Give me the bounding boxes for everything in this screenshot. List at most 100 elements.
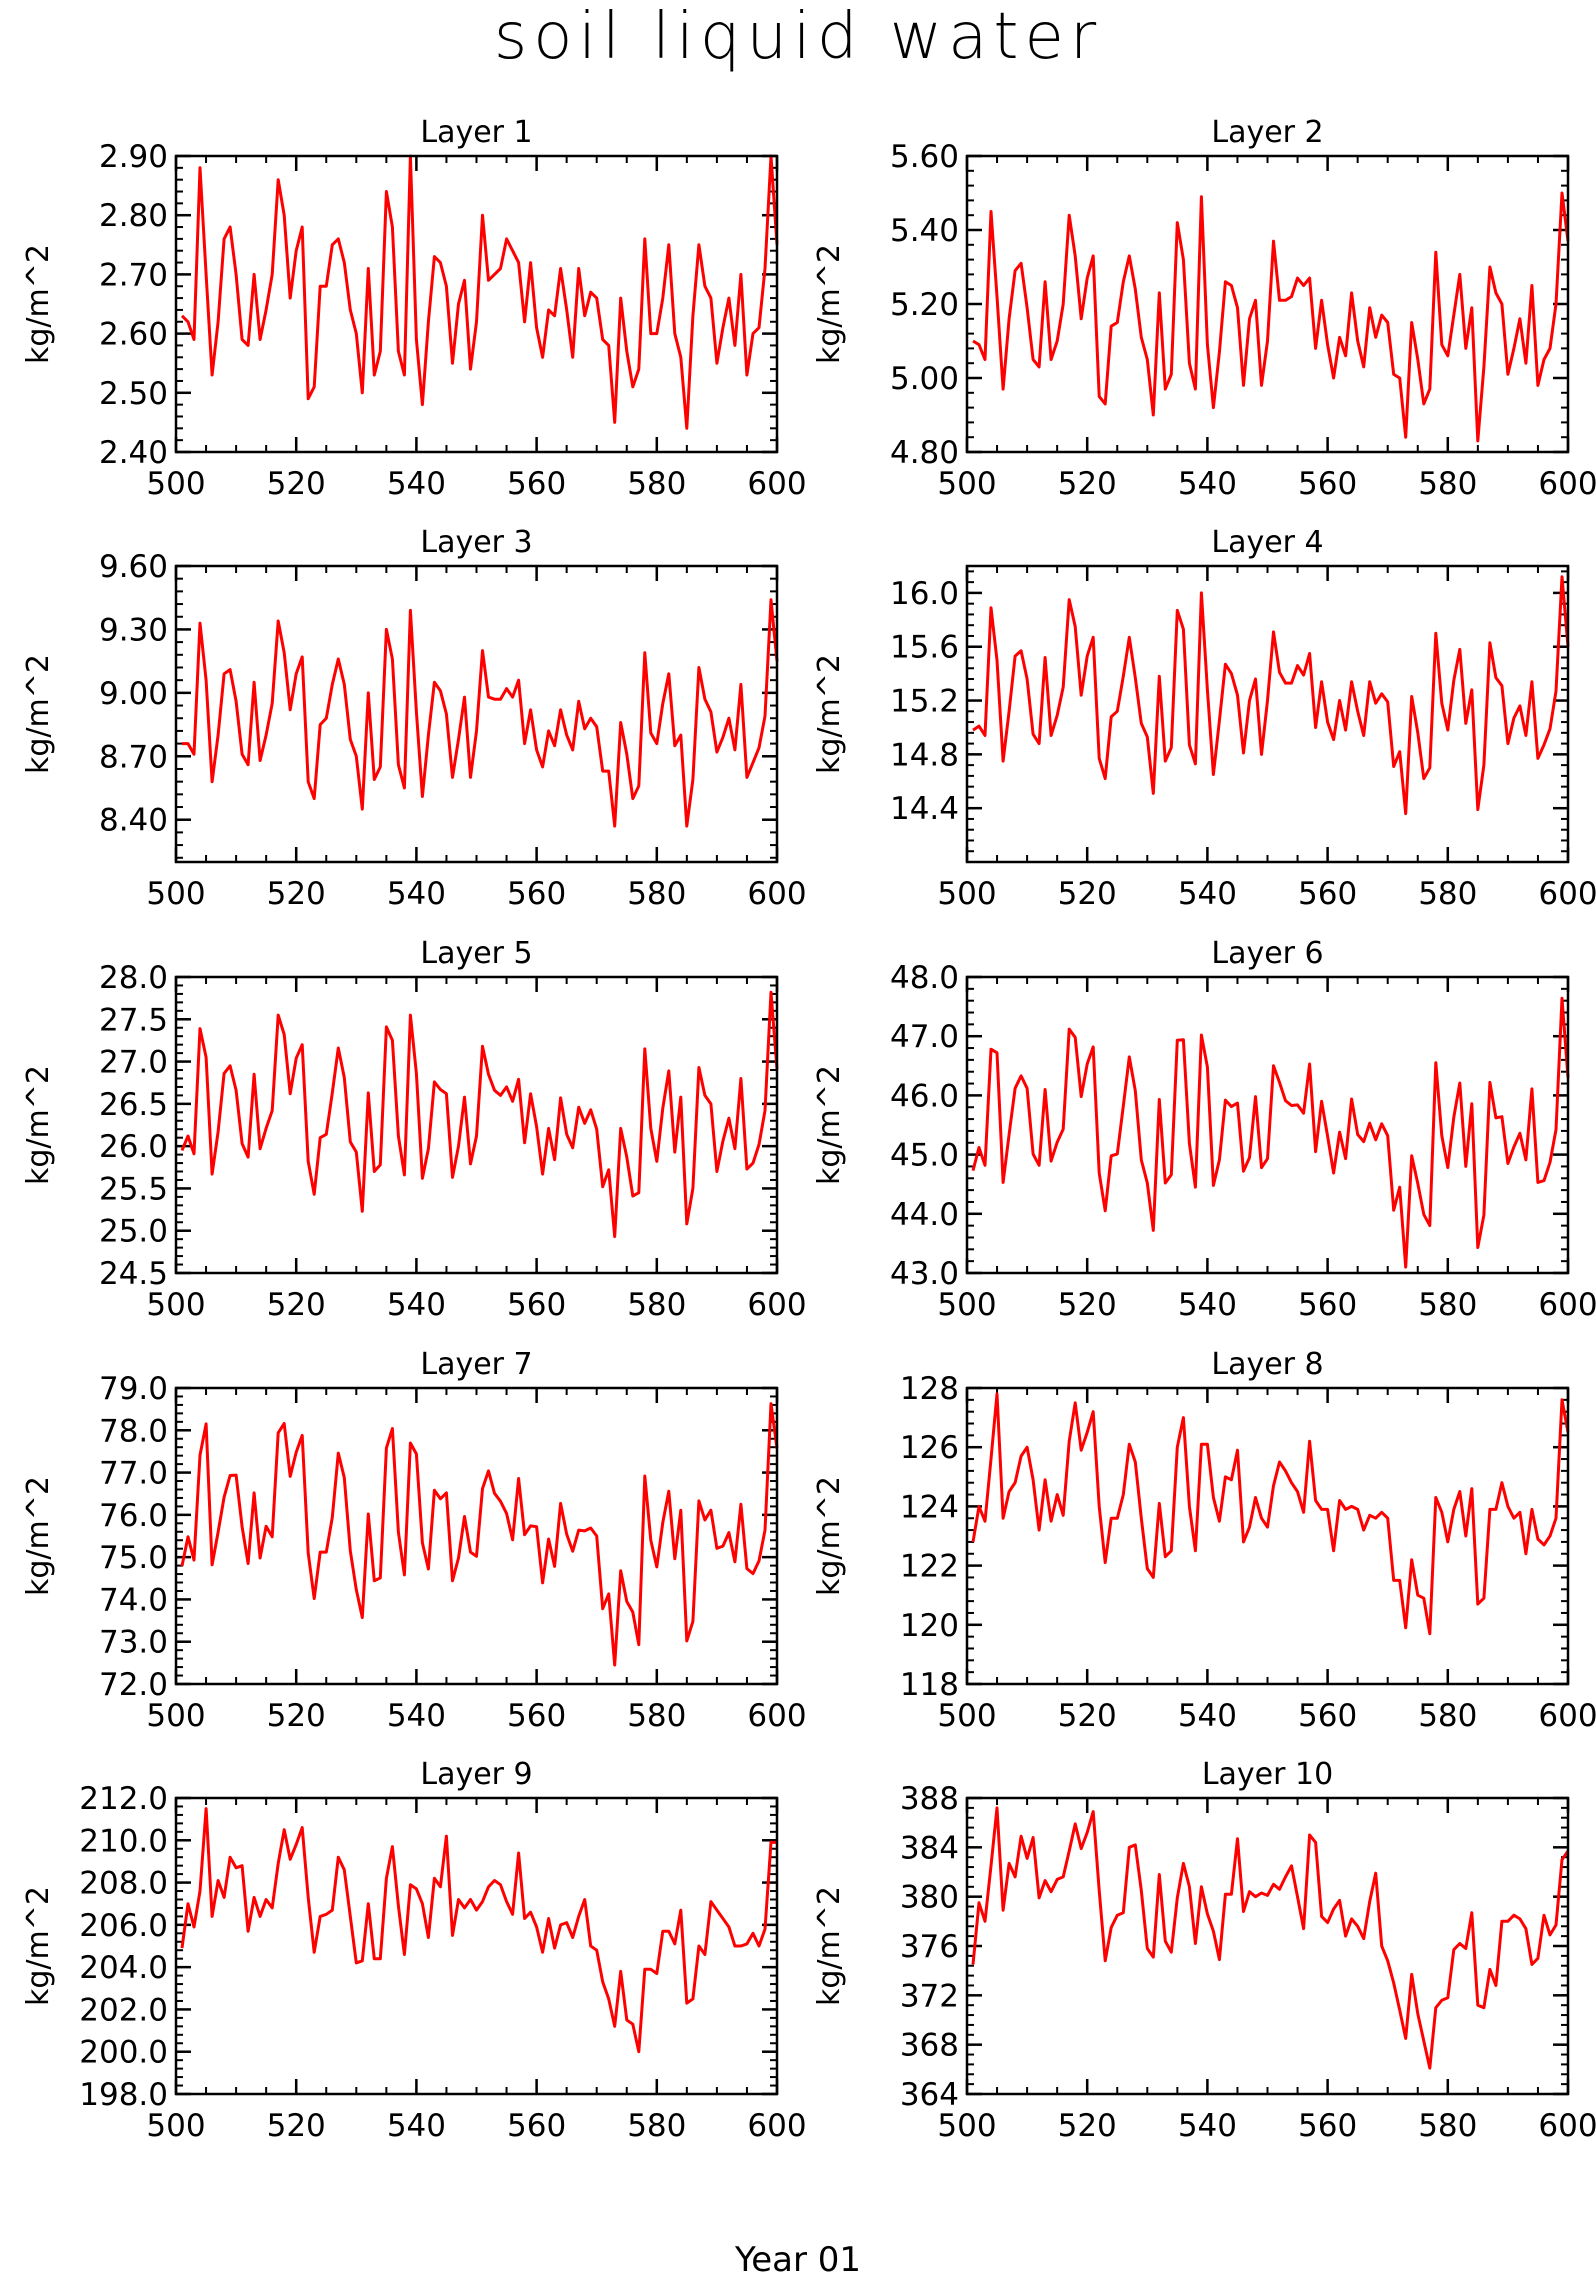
y-tick-label: 126 xyxy=(900,1430,959,1466)
x-tick-label: 600 xyxy=(747,466,806,502)
x-tick-label: 600 xyxy=(1538,466,1596,502)
plot-frame xyxy=(965,1386,1570,1686)
y-tick-label: 364 xyxy=(900,2077,959,2113)
plot-frame xyxy=(174,154,779,454)
x-tick-label: 500 xyxy=(146,2108,205,2144)
y-tick-label: 72.0 xyxy=(99,1667,168,1703)
chart-panel-10: Layer 10 kg/m^2 500 520 540 560 580 600 364 368 37… xyxy=(812,1757,1596,2144)
x-tick-label: 600 xyxy=(747,1287,806,1323)
y-tick-label: 76.0 xyxy=(99,1498,168,1534)
figure-title: soil liquid water xyxy=(493,0,1103,74)
y-tick-label: 9.60 xyxy=(99,549,168,585)
y-axis-label: kg/m^2 xyxy=(812,244,847,364)
x-tick-label: 500 xyxy=(937,466,996,502)
chart-panel-4: Layer 4 kg/m^2 500 520 540 560 580 600 14.4 14.8 1… xyxy=(812,525,1596,912)
y-tick-label: 4.80 xyxy=(890,435,959,471)
y-tick-label: 43.0 xyxy=(890,1256,959,1292)
x-tick-label: 540 xyxy=(387,466,446,502)
y-tick-label: 8.40 xyxy=(99,803,168,839)
y-tick-label: 26.5 xyxy=(99,1087,168,1123)
y-tick-label: 9.30 xyxy=(99,612,168,648)
x-tick-label: 600 xyxy=(747,2108,806,2144)
plot-frame xyxy=(174,975,779,1275)
x-tick-label: 520 xyxy=(267,876,326,912)
x-tick-label: 600 xyxy=(1538,1698,1596,1734)
y-tick-label: 75.0 xyxy=(99,1540,168,1576)
y-tick-label: 46.0 xyxy=(890,1078,959,1114)
y-axis-label: kg/m^2 xyxy=(812,1065,847,1185)
panel-title: Layer 8 xyxy=(1211,1347,1323,1382)
y-tick-label: 120 xyxy=(900,1608,959,1644)
series-line-1 xyxy=(182,598,779,828)
y-tick-label: 79.0 xyxy=(99,1371,168,1407)
y-tick-label: 27.0 xyxy=(99,1045,168,1081)
x-tick-label: 540 xyxy=(1178,466,1237,502)
y-tick-label: 26.0 xyxy=(99,1129,168,1165)
series-line-1 xyxy=(180,1402,779,1667)
y-axis-label: kg/m^2 xyxy=(21,1065,56,1185)
series-line-1 xyxy=(972,191,1570,443)
y-tick-label: 24.5 xyxy=(99,1256,168,1292)
y-tick-label: 200.0 xyxy=(79,2035,168,2071)
x-tick-label: 560 xyxy=(1298,876,1357,912)
x-tick-label: 600 xyxy=(747,876,806,912)
panel-title: Layer 3 xyxy=(420,525,532,560)
x-tick-label: 600 xyxy=(1538,876,1596,912)
panel-title: Layer 4 xyxy=(1211,525,1323,560)
x-tick-label: 540 xyxy=(387,876,446,912)
x-tick-label: 500 xyxy=(937,2108,996,2144)
plot-frame xyxy=(965,564,1570,864)
y-tick-label: 210.0 xyxy=(79,1823,168,1859)
y-tick-label: 2.60 xyxy=(99,317,168,353)
x-tick-label: 580 xyxy=(627,1287,686,1323)
y-tick-label: 8.70 xyxy=(99,739,168,775)
y-tick-label: 124 xyxy=(900,1489,959,1525)
x-tick-label: 560 xyxy=(1298,1287,1357,1323)
x-tick-label: 560 xyxy=(1298,466,1357,502)
y-axis-label: kg/m^2 xyxy=(812,1886,847,2006)
x-tick-label: 540 xyxy=(387,2108,446,2144)
x-tick-label: 580 xyxy=(1418,876,1477,912)
x-tick-label: 500 xyxy=(146,1287,205,1323)
y-axis-label: kg/m^2 xyxy=(21,1476,56,1596)
x-tick-label: 500 xyxy=(146,1698,205,1734)
x-tick-label: 520 xyxy=(267,466,326,502)
chart-panel-6: Layer 6 kg/m^2 500 520 540 560 580 600 43.0 44.0 4… xyxy=(812,936,1596,1323)
y-tick-label: 45.0 xyxy=(890,1138,959,1174)
y-tick-label: 208.0 xyxy=(79,1866,168,1902)
x-tick-label: 600 xyxy=(747,1698,806,1734)
x-tick-label: 500 xyxy=(146,876,205,912)
y-tick-label: 2.90 xyxy=(99,139,168,175)
y-tick-label: 14.8 xyxy=(890,737,959,773)
y-tick-label: 5.20 xyxy=(890,287,959,323)
y-tick-label: 2.80 xyxy=(99,198,168,234)
panel-title: Layer 10 xyxy=(1202,1757,1333,1792)
y-tick-label: 2.50 xyxy=(99,376,168,412)
y-axis-label: kg/m^2 xyxy=(21,654,56,774)
x-tick-label: 580 xyxy=(627,2108,686,2144)
series-line-1 xyxy=(180,1807,777,2054)
y-tick-label: 78.0 xyxy=(99,1413,168,1449)
plot-frame xyxy=(965,975,1570,1275)
x-tick-label: 540 xyxy=(1178,1287,1237,1323)
x-tick-label: 580 xyxy=(1418,1287,1477,1323)
y-tick-label: 25.0 xyxy=(99,1214,168,1250)
y-tick-label: 47.0 xyxy=(890,1019,959,1055)
y-axis-label: kg/m^2 xyxy=(812,1476,847,1596)
x-tick-label: 500 xyxy=(937,1287,996,1323)
chart-panel-1: Layer 1 kg/m^2 500 520 540 560 580 600 2.40 2.50 2… xyxy=(21,115,807,502)
x-tick-label: 540 xyxy=(387,1287,446,1323)
chart-panel-3: Layer 3 kg/m^2 500 520 540 560 580 600 8.40 8.70 9… xyxy=(21,525,807,912)
y-tick-label: 44.0 xyxy=(890,1197,959,1233)
panel-title: Layer 7 xyxy=(420,1347,532,1382)
y-tick-label: 118 xyxy=(900,1667,959,1703)
y-tick-label: 27.5 xyxy=(99,1002,168,1038)
y-tick-label: 14.4 xyxy=(890,791,959,827)
x-tick-label: 580 xyxy=(627,876,686,912)
x-tick-label: 520 xyxy=(1058,1698,1117,1734)
x-tick-label: 560 xyxy=(1298,2108,1357,2144)
x-tick-label: 520 xyxy=(1058,2108,1117,2144)
y-tick-label: 380 xyxy=(900,1880,959,1916)
figure-footer: Year 01 xyxy=(734,2240,862,2280)
